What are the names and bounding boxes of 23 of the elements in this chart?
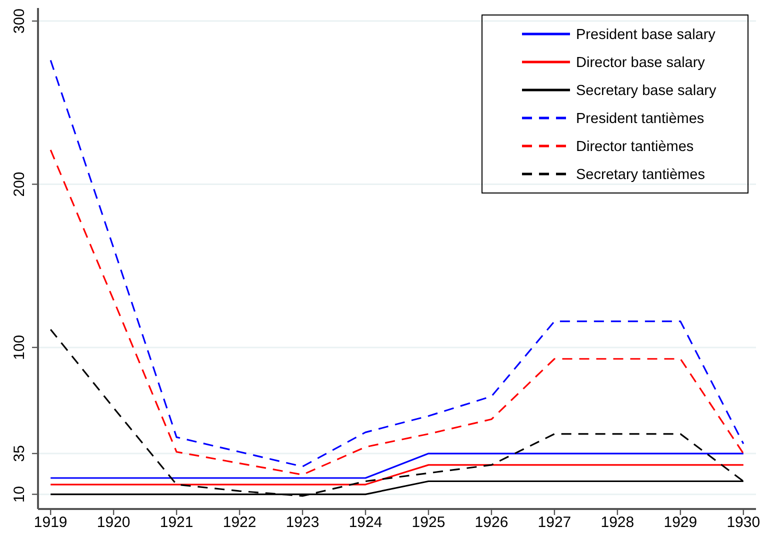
legend-label: Secretary base salary	[576, 83, 717, 100]
x-tick-label: 1926	[474, 514, 508, 531]
y-tick-label: 10	[11, 486, 28, 503]
y-tick-label: 100	[11, 334, 28, 360]
legend-label: Secretary tantièmes	[576, 167, 705, 184]
legend-label: President base salary	[576, 27, 716, 44]
x-tick-label: 1921	[160, 514, 194, 531]
legend-label: Director tantièmes	[576, 139, 694, 156]
x-tick-label: 1928	[600, 514, 634, 531]
x-tick-label: 1929	[664, 514, 698, 531]
x-tick-label: 1923	[286, 514, 320, 531]
x-tick-label: 1919	[34, 514, 68, 531]
x-tick-label: 1927	[538, 514, 572, 531]
legend-label: President tantièmes	[576, 111, 704, 128]
x-tick-label: 1925	[412, 514, 446, 531]
x-tick-label: 1930	[726, 514, 760, 531]
x-tick-label: 1924	[348, 514, 382, 531]
y-tick-label: 35	[11, 445, 28, 462]
y-tick-label: 200	[11, 172, 28, 197]
x-tick-label: 1920	[96, 514, 130, 531]
x-tick-label: 1922	[222, 514, 256, 531]
y-tick-label: 300	[11, 8, 28, 34]
legend-label: Director base salary	[576, 55, 706, 72]
